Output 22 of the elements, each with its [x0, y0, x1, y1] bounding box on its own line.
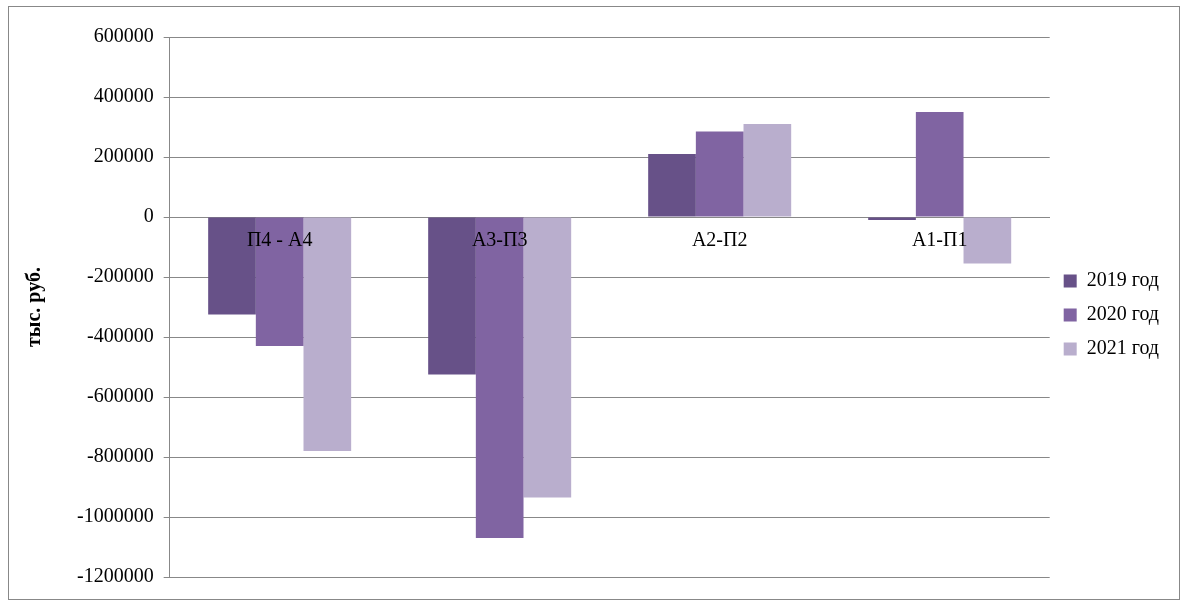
y-tick-label: 600000 [93, 24, 154, 47]
y-tick-label: 0 [143, 204, 154, 227]
bar [648, 154, 696, 217]
y-tick-label: -600000 [86, 384, 154, 407]
y-tick-label: 200000 [93, 144, 154, 167]
bar [743, 124, 792, 217]
legend-label: 2020 год [1086, 302, 1160, 326]
legend-label: 2019 год [1086, 268, 1160, 292]
bar [695, 131, 744, 217]
y-tick-label: -800000 [86, 444, 154, 467]
x-tick-label: П4 - А4 [246, 228, 313, 251]
x-tick-label: А2-П2 [691, 228, 748, 251]
y-tick-label: -400000 [86, 324, 154, 347]
y-tick-label: -1000000 [76, 504, 154, 527]
y-tick-label: -200000 [86, 264, 154, 287]
y-tick-label: -1200000 [76, 564, 154, 587]
x-tick-label: А3-П3 [471, 228, 528, 251]
legend-label: 2021 год [1086, 336, 1160, 360]
y-axis-title: тыс. руб. [22, 267, 46, 347]
bar [915, 112, 964, 217]
x-tick-label: А1-П1 [911, 228, 968, 251]
y-tick-label: 400000 [93, 84, 154, 107]
